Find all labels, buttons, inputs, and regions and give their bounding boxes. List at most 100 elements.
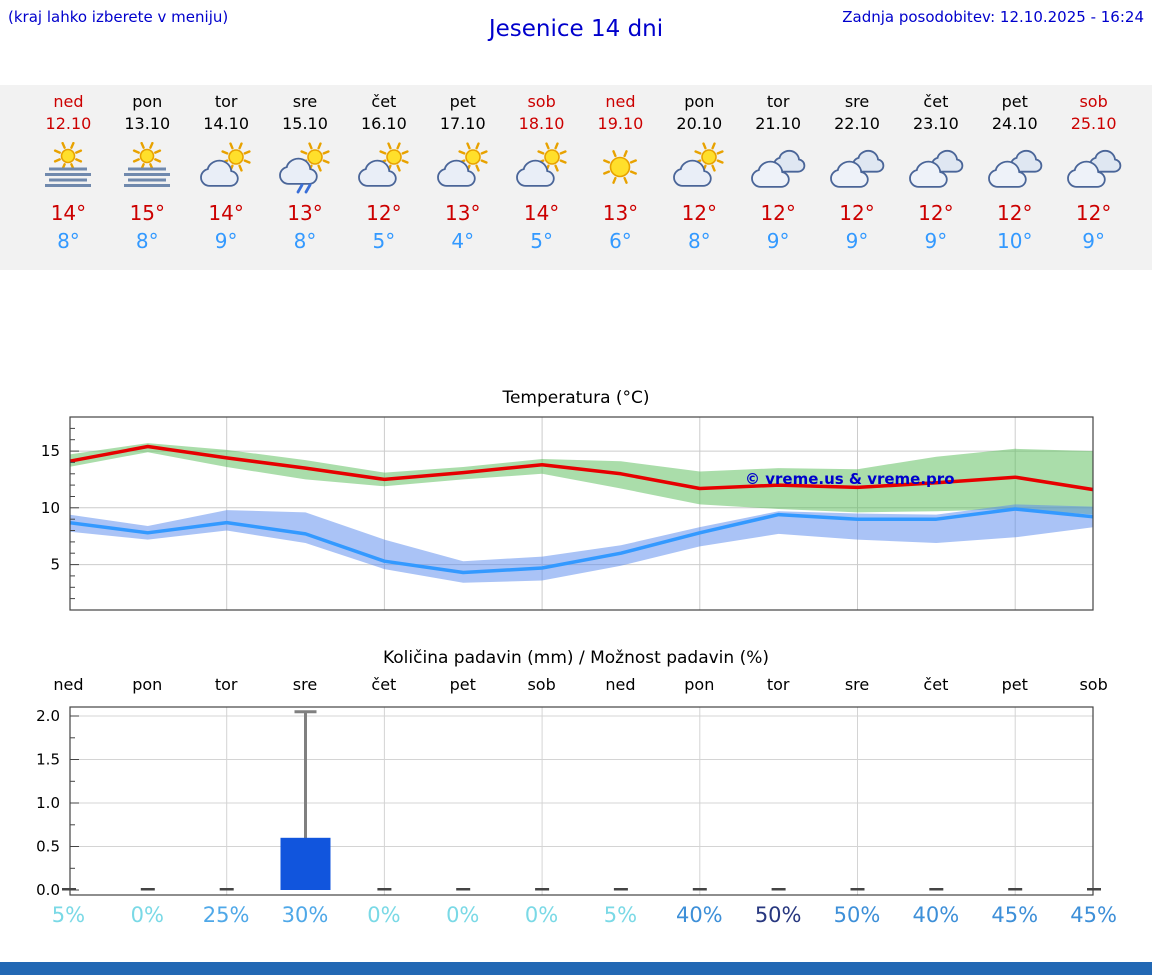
precip-probability: 40% [912,903,960,927]
precip-day-label: tor [214,675,238,694]
sun-cloud-icon [660,140,739,196]
day-name-label: pon [132,92,163,111]
precip-day-label: sre [292,675,318,694]
day-low-temp: 5° [372,229,396,253]
precip-day-label: pon [132,675,163,694]
svg-text:10: 10 [41,499,60,517]
rain-sun-icon [266,140,345,196]
day-low-temp: 4° [451,229,475,253]
svg-text:1.5: 1.5 [36,751,60,769]
svg-text:5: 5 [50,556,60,574]
precipitation-chart: 0.0 0.5 1.0 1.5 2.0 [36,706,1101,899]
forecast-day: ned 12.10 14° 8° [29,92,108,253]
bottom-bar [0,962,1152,975]
precip-day-label: sob [527,675,556,694]
cloudy-icon [1054,140,1133,196]
svg-text:1.0: 1.0 [36,794,60,812]
sun-cloud-icon [423,140,502,196]
day-low-temp: 8° [293,229,317,253]
day-date-label: 12.10 [45,114,92,133]
precip-day-label: pet [449,675,476,694]
sun-cloud-icon [502,140,581,196]
day-low-temp: 8° [57,229,80,253]
day-name-label: pet [1001,92,1028,111]
precip-probability: 25% [202,903,250,927]
temperature-chart: 5 10 15 © vreme.us & vreme.pro [41,416,1094,611]
day-name-label: čet [371,92,397,111]
day-high-temp: 15° [129,201,166,225]
precip-probability: 0% [367,903,401,927]
day-high-temp: 12° [997,201,1033,225]
precip-day-label: čet [923,675,949,694]
precipitation-chart-title: Količina padavin (mm) / Možnost padavin … [382,648,769,668]
precip-probability: 30% [281,903,329,927]
day-name-label: tor [214,92,238,111]
precip-probability: 50% [754,903,802,927]
svg-text:0.0: 0.0 [36,881,60,899]
forecast-day: čet 23.10 12° 9° [896,92,975,253]
forecast-day: sre 22.10 12° 9° [818,92,897,253]
day-low-temp: 9° [845,229,869,253]
svg-text:0.5: 0.5 [36,838,60,856]
precip-day-label: sob [1079,675,1108,694]
day-date-label: 18.10 [518,114,565,133]
day-name-label: sob [1079,92,1108,111]
day-high-temp: 13° [602,201,639,225]
precip-day-label: ned [605,675,636,694]
day-date-label: 22.10 [834,114,880,133]
precip-day-label: tor [766,675,790,694]
day-low-temp: 9° [1082,229,1105,253]
svg-text:© vreme.us & vreme.pro: © vreme.us & vreme.pro [745,470,955,488]
day-name-label: tor [766,92,790,111]
forecast-day: sob 25.10 12° 9° [1054,92,1133,253]
precip-day-label: pet [1001,675,1028,694]
precip-day-label-row: ned pon tor sre čet pet sob ned pon tor sre čet pet s… [29,675,1133,694]
day-date-label: 25.10 [1070,114,1117,133]
precip-probability: 50% [833,903,881,927]
day-high-temp: 13° [287,201,323,225]
day-low-temp: 5° [530,229,553,253]
day-date-label: 13.10 [124,114,171,133]
sun-cloud-icon [187,140,266,196]
day-date-label: 24.10 [991,114,1038,133]
day-high-temp: 14° [50,201,87,225]
day-high-temp: 12° [366,201,402,225]
day-low-temp: 9° [214,229,238,253]
day-high-temp: 12° [839,201,875,225]
day-low-temp: 9° [766,229,790,253]
day-high-temp: 13° [445,201,481,225]
day-name-label: sre [844,92,870,111]
day-low-temp: 9° [924,229,948,253]
day-high-temp: 12° [760,201,796,225]
precip-day-label: ned [53,675,84,694]
day-name-label: pet [449,92,476,111]
forecast-day: sre 15.10 13° 8° [266,92,345,253]
forecast-day: pon 20.10 12° 8° [660,92,739,253]
forecast-day: pet 17.10 13° 4° [423,92,502,253]
precip-probability: 5% [603,903,638,927]
day-name-label: ned [53,92,84,111]
precip-probability: 5% [51,903,86,927]
precip-probability: 0% [524,903,559,927]
precip-day-label: čet [371,675,397,694]
precip-probability-row: 5% 0% 25% 30% 0% 0% 0% 5% 40% 50% 50% 40% 45% 45% [29,903,1133,927]
cloudy-icon [739,140,818,196]
day-name-label: sob [527,92,556,111]
svg-text:15: 15 [41,442,60,460]
cloudy-icon [975,140,1054,196]
day-date-label: 17.10 [439,114,486,133]
forecast-day: pon 13.10 15° 8° [108,92,187,253]
precip-probability: 45% [991,903,1039,927]
day-high-temp: 12° [681,201,718,225]
day-low-temp: 10° [997,229,1033,253]
forecast-days: ned 12.10 14° 8° pon 13.10 15° 8° tor 14… [29,92,1133,253]
day-date-label: 21.10 [755,114,802,133]
day-high-temp: 12° [1075,201,1112,225]
location-hint: (kraj lahko izberete v meniju) [8,8,229,26]
sun-icon [581,140,660,196]
forecast-strip: ned 12.10 14° 8° pon 13.10 15° 8° tor 14… [0,85,1152,270]
day-name-label: sre [292,92,318,111]
sun-fog-icon [108,140,187,196]
day-low-temp: 8° [135,229,159,253]
day-date-label: 19.10 [597,114,644,133]
